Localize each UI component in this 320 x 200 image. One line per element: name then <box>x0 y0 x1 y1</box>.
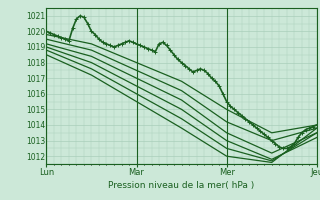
X-axis label: Pression niveau de la mer( hPa ): Pression niveau de la mer( hPa ) <box>108 181 255 190</box>
